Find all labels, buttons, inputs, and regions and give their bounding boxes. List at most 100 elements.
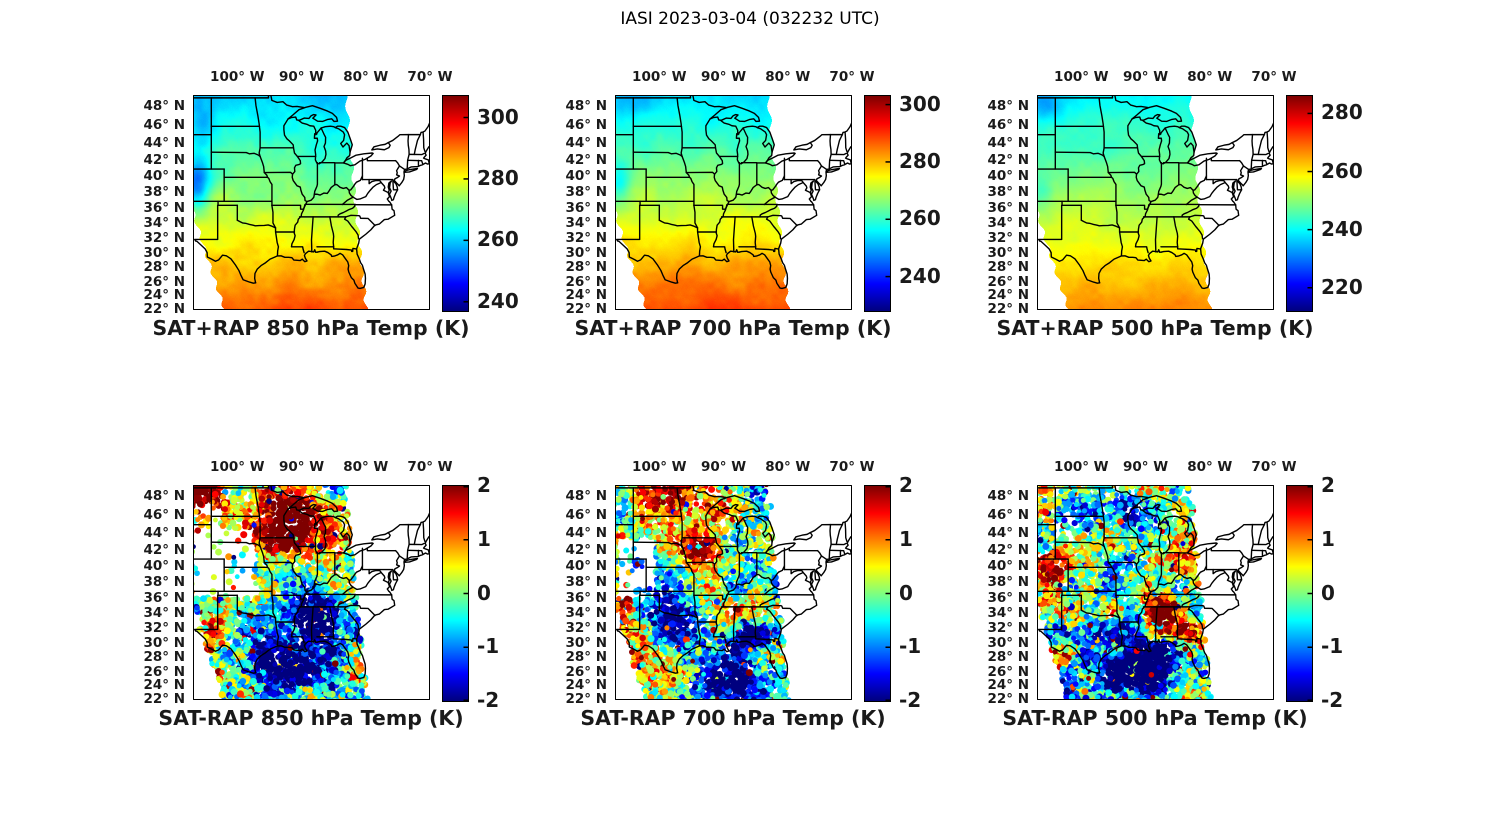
y-tick-label: 30° N: [143, 245, 185, 262]
y-tick-label: 46° N: [987, 116, 1029, 133]
x-tick-label: 80° W: [343, 459, 389, 475]
y-tick-label: 26° N: [143, 273, 185, 290]
y-tick-label: 36° N: [143, 200, 185, 217]
colorbar: [1286, 95, 1313, 312]
x-tick-label: 90° W: [700, 459, 747, 475]
y-tick-label: 22° N: [565, 691, 607, 707]
x-tick-label: 100° W: [632, 459, 687, 475]
y-tick-label: 46° N: [565, 116, 607, 133]
y-tick-label: 24° N: [987, 677, 1029, 694]
colorbar-tick-label: 220: [1321, 274, 1363, 299]
y-tick-label: 22° N: [565, 301, 607, 317]
y-tick-label: 22° N: [987, 691, 1029, 707]
x-tick-label: 100° W: [210, 69, 265, 85]
y-tick-label: 24° N: [565, 287, 607, 304]
panel-title: SAT-RAP 700 hPa Temp (K): [580, 706, 886, 730]
y-tick-label: 36° N: [565, 590, 607, 607]
y-tick-label: 34° N: [143, 215, 185, 232]
x-tick-label: 90° W: [1122, 459, 1169, 475]
y-tick-label: 24° N: [143, 677, 185, 694]
map-canvas: [615, 95, 852, 310]
y-tick-label: 32° N: [987, 620, 1029, 637]
colorbar-tick-label: 240: [899, 263, 941, 288]
colorbar: [442, 95, 469, 312]
y-tick-label: 22° N: [143, 691, 185, 707]
colorbar-tick-label: 300: [899, 91, 941, 116]
y-tick-label: 24° N: [987, 287, 1029, 304]
y-tick-label: 40° N: [143, 168, 185, 185]
colorbar-tick-label: -2: [899, 688, 922, 712]
y-tick-label: 38° N: [987, 574, 1029, 591]
x-tick-label: 70° W: [407, 69, 453, 85]
colorbar-tick-label: 300: [477, 104, 519, 129]
x-tick-label: 70° W: [1251, 459, 1297, 475]
x-tick-label: 80° W: [343, 69, 389, 85]
colorbar-tick-label: 0: [1321, 580, 1335, 605]
y-tick-label: 22° N: [987, 301, 1029, 317]
panel-sat-rap-700: 100° W 90° W 80° W 70° W 48° N 46° N 44° N 42°…: [565, 69, 940, 340]
y-tick-label: 30° N: [565, 245, 607, 262]
x-tick-label: 70° W: [829, 459, 875, 475]
x-tick-label: 100° W: [210, 459, 265, 475]
y-tick-label: 34° N: [143, 605, 185, 622]
y-tick-label: 26° N: [143, 663, 185, 680]
x-tick-label: 70° W: [1251, 69, 1297, 85]
y-tick-label: 42° N: [143, 151, 185, 168]
x-tick-label: 80° W: [765, 459, 811, 475]
y-tick-label: 30° N: [565, 635, 607, 652]
y-tick-label: 36° N: [987, 200, 1029, 217]
panel-title: SAT+RAP 850 hPa Temp (K): [152, 316, 470, 340]
y-tick-label: 36° N: [987, 590, 1029, 607]
colorbar-tick-label: 260: [1321, 158, 1363, 183]
x-tick-label: 90° W: [278, 69, 325, 85]
y-tick-label: 46° N: [987, 506, 1029, 523]
y-tick-label: 34° N: [987, 605, 1029, 622]
y-tick-label: 42° N: [143, 541, 185, 558]
map-canvas: [193, 485, 430, 700]
y-tick-label: 48° N: [565, 488, 607, 505]
y-tick-label: 34° N: [565, 605, 607, 622]
y-tick-label: 28° N: [987, 259, 1029, 276]
y-tick-label: 48° N: [143, 98, 185, 115]
y-tick-label: 34° N: [987, 215, 1029, 232]
panel-sat-minus-rap-500: 100° W 90° W 80° W 70° W 48° N 46° N 44° N 42°…: [987, 459, 1343, 730]
colorbar-tick-label: -1: [477, 634, 500, 659]
y-tick-label: 40° N: [987, 168, 1029, 185]
x-tick-label: 70° W: [829, 69, 875, 85]
y-tick-label: 26° N: [565, 663, 607, 680]
x-tick-label: 80° W: [765, 69, 811, 85]
colorbar: [864, 95, 891, 312]
y-tick-label: 44° N: [565, 134, 607, 151]
y-tick-label: 40° N: [565, 558, 607, 575]
panel-sat-rap-850: 100° W 90° W 80° W 70° W 48° N 46° N 44° N 42°…: [143, 69, 518, 340]
y-tick-label: 48° N: [987, 488, 1029, 505]
x-tick-label: 100° W: [1054, 459, 1109, 475]
y-tick-label: 48° N: [987, 98, 1029, 115]
y-tick-label: 32° N: [565, 620, 607, 637]
y-tick-label: 28° N: [143, 259, 185, 276]
y-tick-label: 24° N: [143, 287, 185, 304]
colorbar-tick-label: 1: [1321, 526, 1335, 551]
y-tick-label: 32° N: [987, 230, 1029, 247]
colorbar-tick-label: 2: [477, 473, 491, 497]
y-tick-label: 38° N: [143, 574, 185, 591]
colorbar: [442, 485, 469, 702]
y-tick-label: 48° N: [143, 488, 185, 505]
y-tick-label: 40° N: [987, 558, 1029, 575]
y-tick-label: 30° N: [987, 245, 1029, 262]
panel-sat-minus-rap-700: 100° W 90° W 80° W 70° W 48° N 46° N 44° N 42°…: [565, 459, 921, 730]
x-tick-label: 100° W: [1054, 69, 1109, 85]
colorbar: [864, 485, 891, 702]
colorbar-tick-label: 240: [477, 288, 519, 313]
y-tick-label: 30° N: [987, 635, 1029, 652]
colorbar-tick-label: 260: [477, 227, 519, 252]
map-canvas: [1037, 95, 1274, 310]
x-tick-label: 80° W: [1187, 459, 1233, 475]
y-tick-label: 42° N: [987, 541, 1029, 558]
x-tick-label: 90° W: [278, 459, 325, 475]
panel-title: SAT+RAP 700 hPa Temp (K): [574, 316, 892, 340]
y-tick-label: 26° N: [987, 273, 1029, 290]
y-tick-label: 48° N: [565, 98, 607, 115]
y-tick-label: 28° N: [143, 649, 185, 666]
y-tick-label: 36° N: [143, 590, 185, 607]
